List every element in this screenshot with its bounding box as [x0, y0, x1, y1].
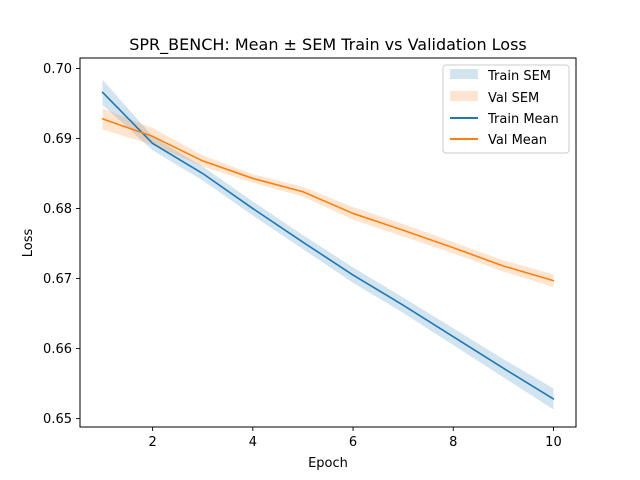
- legend: Train SEM Val SEM Train Mean Val Mean: [442, 64, 570, 154]
- val-mean-sem-band: [102, 108, 554, 287]
- legend-swatch-train-sem: [450, 69, 478, 79]
- x-tick-label: 6: [349, 435, 357, 450]
- y-tick-label: 0.66: [43, 342, 72, 357]
- legend-label-val-mean: Val Mean: [488, 133, 547, 148]
- val-mean-line: [101, 118, 555, 282]
- y-tick-label: 0.69: [43, 132, 72, 147]
- y-tick-label: 0.68: [43, 202, 72, 217]
- train-mean-line: [101, 91, 555, 400]
- sem-bands: [102, 79, 554, 410]
- y-tick-label: 0.65: [43, 412, 72, 427]
- train-mean-sem-band: [102, 79, 554, 410]
- x-tick-label: 4: [249, 435, 257, 450]
- legend-label-train-sem: Train SEM: [487, 69, 551, 84]
- y-axis-label: Loss: [21, 229, 36, 258]
- legend-label-val-sem: Val SEM: [488, 91, 539, 106]
- y-axis-ticks: 0.65 0.66 0.67 0.68 0.69 0.70: [43, 62, 80, 427]
- x-axis-ticks: 2 4 6 8 10: [149, 427, 562, 450]
- plot-frame: [79, 57, 577, 428]
- legend-label-train-mean: Train Mean: [487, 112, 559, 127]
- x-tick-label: 10: [545, 435, 562, 450]
- x-axis-label: Epoch: [308, 456, 348, 471]
- legend-box: [442, 64, 570, 154]
- y-tick-label: 0.67: [43, 272, 72, 287]
- legend-swatch-val-sem: [450, 91, 478, 101]
- mean-lines: [101, 91, 555, 400]
- x-tick-label: 2: [149, 435, 157, 450]
- y-tick-label: 0.70: [43, 62, 72, 77]
- x-tick-label: 8: [449, 435, 457, 450]
- chart-title: SPR_BENCH: Mean ± SEM Train vs Validatio…: [129, 35, 527, 55]
